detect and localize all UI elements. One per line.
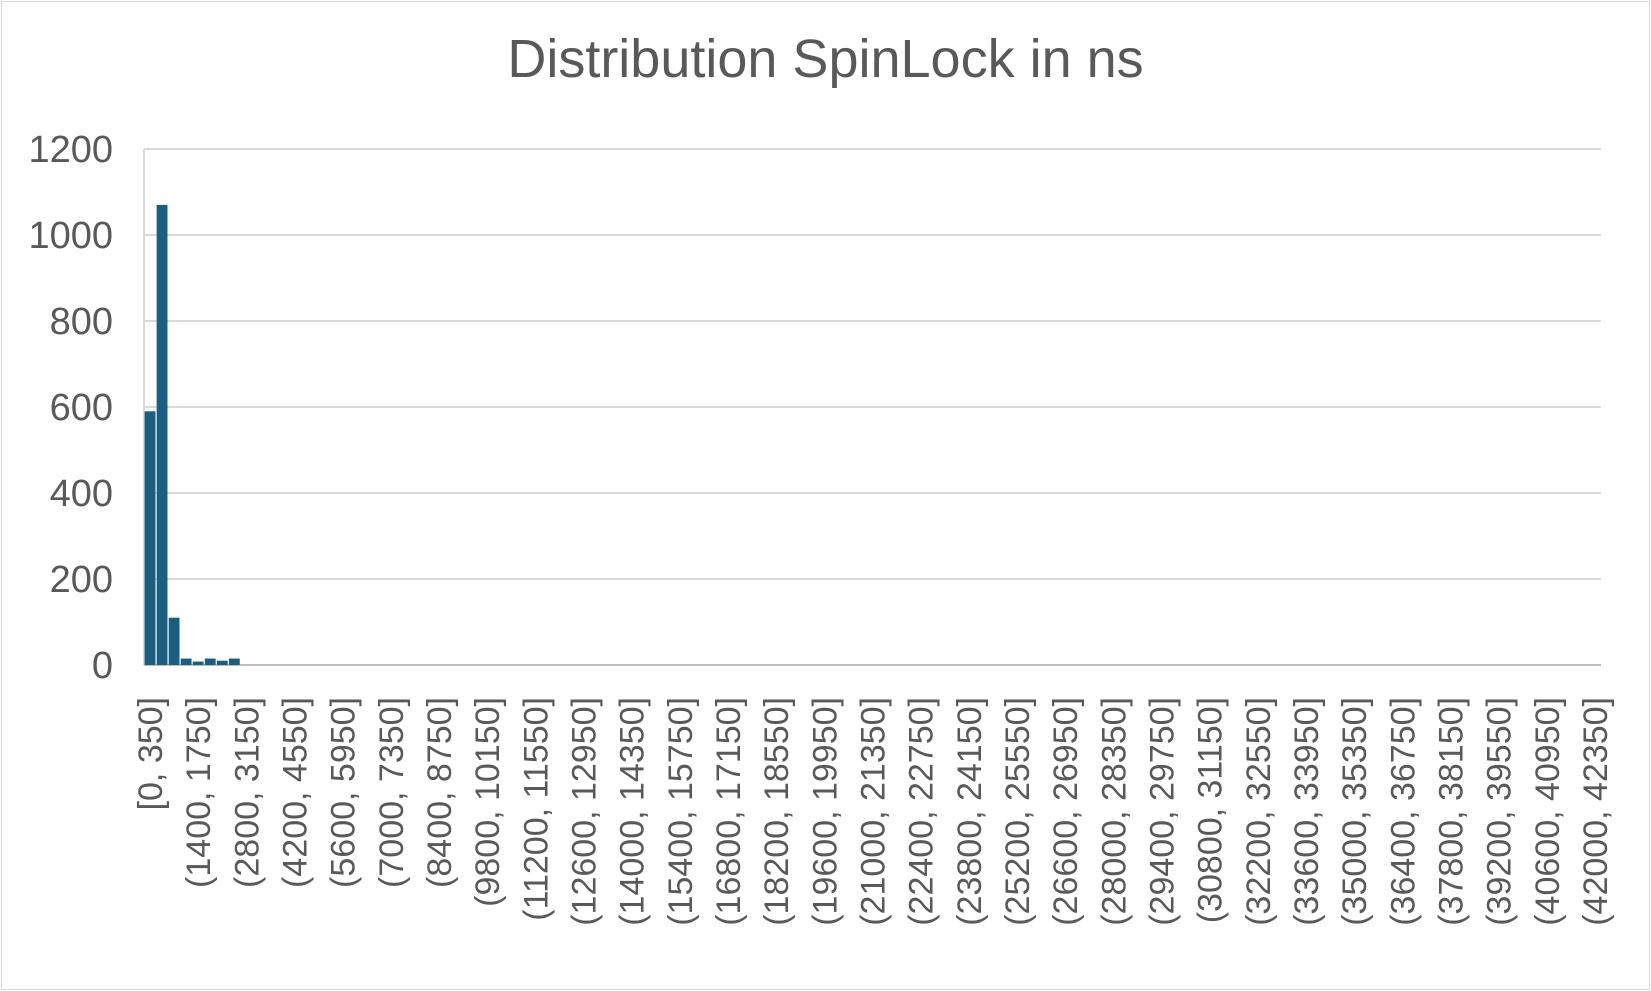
x-tick-label: (9800, 10150]	[469, 697, 507, 907]
x-tick-label: (37800, 38150]	[1432, 697, 1470, 926]
x-tick-label: (19600, 19950]	[806, 697, 844, 926]
y-tick-label: 800	[50, 301, 113, 343]
bar	[144, 411, 156, 665]
x-tick-label: (12600, 12950]	[566, 697, 604, 926]
x-tick-label: (11200, 11550]	[517, 697, 555, 921]
x-tick-label: (14000, 14350]	[614, 697, 652, 926]
bar	[216, 660, 228, 665]
x-tick-label: (15400, 15750]	[662, 697, 700, 926]
bar	[228, 658, 240, 665]
x-tick-label: (1400, 1750]	[180, 697, 218, 888]
y-tick-label: 600	[50, 387, 113, 429]
x-tick-label: (26600, 26950]	[1047, 697, 1085, 926]
x-tick-label: (30800, 31150]	[1192, 697, 1230, 923]
x-tick-label: (29400, 29750]	[1143, 697, 1181, 926]
x-tick-label: (35000, 35350]	[1336, 697, 1374, 926]
y-tick-label: 400	[50, 473, 113, 515]
x-tick-label: (40600, 40950]	[1529, 697, 1567, 926]
x-tick-label: (42000, 42350]	[1577, 697, 1615, 926]
y-tick-label: 1000	[28, 215, 113, 257]
bar	[168, 617, 180, 665]
x-tick-label: (25200, 25550]	[999, 697, 1037, 926]
x-tick-label: (36400, 36750]	[1384, 697, 1422, 926]
bar	[192, 661, 204, 665]
y-tick-label: 0	[92, 645, 113, 687]
x-tick-label: (4200, 4550]	[277, 697, 315, 888]
x-tick-label: (39200, 39550]	[1481, 697, 1519, 926]
x-tick-label: (2800, 3150]	[228, 697, 266, 888]
y-tick-label: 1200	[28, 129, 113, 171]
x-tick-label: (23800, 24150]	[951, 697, 989, 926]
x-tick-label: (16800, 17150]	[710, 697, 748, 926]
x-tick-label: (5600, 5950]	[325, 697, 363, 888]
bar	[156, 204, 168, 665]
chart-title: Distribution SpinLock in ns	[507, 29, 1144, 89]
x-tick-label: (22400, 22750]	[903, 697, 941, 926]
bar	[204, 658, 216, 665]
x-tick-label: (8400, 8750]	[421, 697, 459, 888]
x-tick-label: (33600, 33950]	[1288, 697, 1326, 926]
x-tick-label: (7000, 7350]	[373, 697, 411, 888]
x-tick-label: (28000, 28350]	[1095, 697, 1133, 926]
y-tick-label: 200	[50, 559, 113, 601]
x-tick-label: (18200, 18550]	[758, 697, 796, 926]
x-tick-label: (32200, 32550]	[1240, 697, 1278, 926]
bar	[180, 658, 192, 665]
x-tick-label: [0, 350]	[132, 697, 170, 810]
x-tick-label: (21000, 21350]	[855, 697, 893, 926]
